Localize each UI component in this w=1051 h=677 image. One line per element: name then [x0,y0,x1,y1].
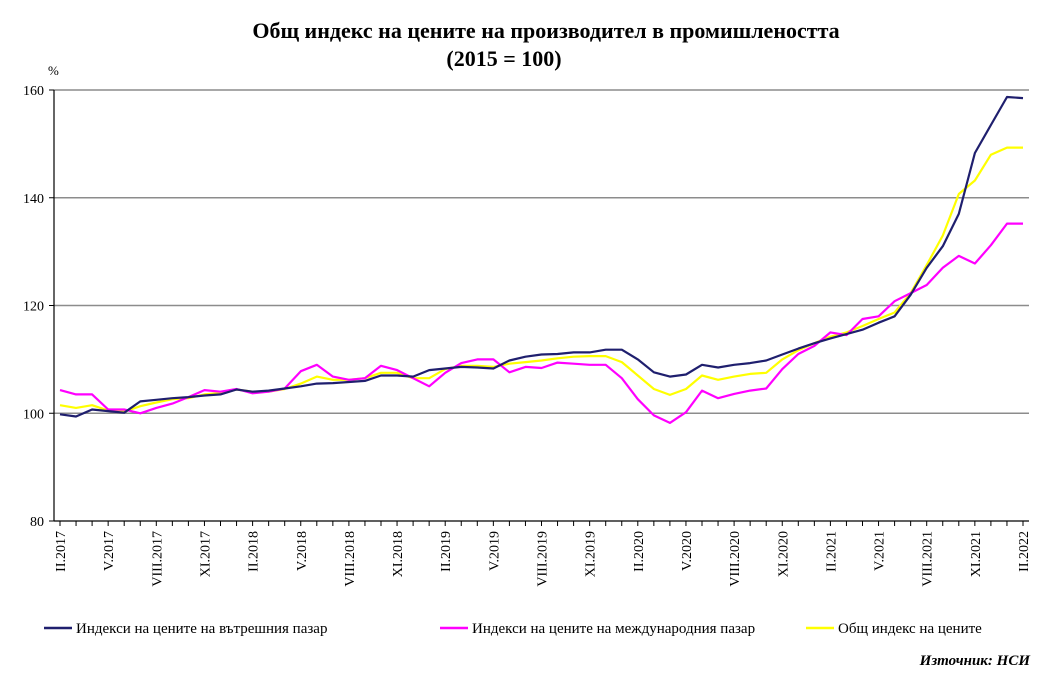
chart-subtitle: (2015 = 100) [446,46,561,71]
y-tick-label: 120 [23,300,44,315]
x-tick-label: XI.2017 [198,531,213,577]
legend: Индекси на цените на вътрешния пазар Инде… [44,621,982,637]
x-tick-label: V.2017 [102,531,117,571]
x-tick-label: V.2018 [295,531,310,571]
x-tick-label: VIII.2019 [536,531,551,587]
legend-label: Индекси на цените на вътрешния пазар [76,621,327,637]
legend-label: Общ индекс на цените [838,621,982,637]
x-tick-label: XI.2018 [391,531,406,577]
source-note: Източник: НСИ [919,653,1032,669]
x-tick-labels: II.2017 V.2017 VIII.2017 XI.2017 II.2018 V.20… [54,531,1032,587]
x-tick-label: II.2020 [632,531,647,572]
y-tick-labels: 80 100 120 140 160 [23,84,44,530]
x-tick-label: XI.2019 [584,531,599,577]
x-tick-label: XI.2021 [969,531,984,577]
y-tick-label: 140 [23,192,44,207]
x-tick-label: V.2020 [680,531,695,571]
legend-item-1: Индекси на цените на вътрешния пазар [44,621,327,637]
gridlines [54,89,1029,414]
x-tick-label: II.2018 [247,531,262,572]
x-tick-label: V.2019 [487,531,502,571]
series-line-1 [59,95,1024,418]
legend-item-3: Общ индекс на цените [806,621,982,637]
x-tick-label: V.2021 [873,531,888,571]
series-line-2 [59,222,1023,424]
x-tick-label: II.2017 [54,531,69,572]
y-tick-label: 100 [23,407,44,422]
x-tick-label: II.2019 [439,531,454,572]
x-tick-label: XI.2020 [776,531,791,577]
axes [49,89,1029,526]
y-unit-label: % [48,63,59,78]
legend-item-2: Индекси на цените на международния пазар [440,621,755,637]
y-tick-label: 160 [23,84,44,99]
legend-label: Индекси на цените на международния пазар [472,621,755,637]
series-line-3 [59,146,1023,413]
x-tick-label: VIII.2020 [728,531,743,587]
x-tick-label: II.2022 [1017,531,1032,572]
y-tick-label: 80 [30,515,44,530]
x-tick-label: II.2021 [824,531,839,572]
series-lines [59,95,1024,424]
chart-title: Общ индекс на цените на производител в п… [252,18,839,43]
x-tick-label: VIII.2021 [921,531,936,587]
x-tick-label: VIII.2018 [343,531,358,587]
x-tick-label: VIII.2017 [150,531,165,587]
